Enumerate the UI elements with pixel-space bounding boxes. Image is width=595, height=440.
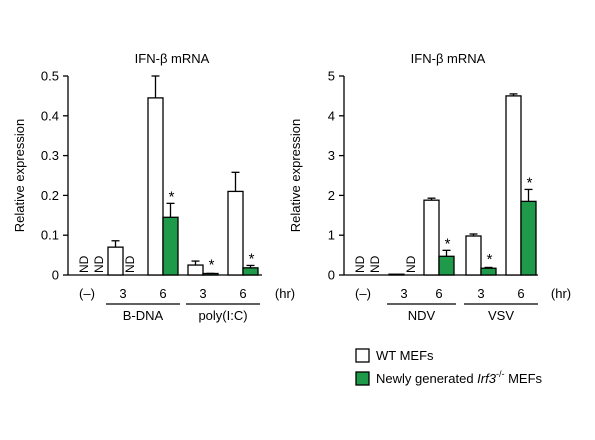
y-tick-label: 4: [328, 108, 335, 123]
significance-star: *: [209, 257, 215, 274]
significance-star: *: [445, 235, 451, 252]
control-label: (–): [79, 286, 95, 301]
y-tick-label: 0.3: [41, 148, 59, 163]
y-axis-label: Relative expression: [12, 119, 27, 232]
legend-label-ko: Newly generated Irf3-/- MEFs: [376, 369, 543, 386]
legend-ko-prefix: Newly generated: [376, 371, 477, 386]
control-label: (–): [355, 286, 371, 301]
bar-wt: [227, 190, 244, 276]
nd-label-ko: ND: [404, 255, 418, 273]
legend: WT MEFs Newly generated Irf3-/- MEFs: [355, 348, 543, 386]
time-label: 6: [435, 286, 442, 301]
bar-wt: [388, 273, 405, 276]
y-tick-label: 0.1: [41, 228, 59, 243]
bar-ko: [438, 255, 455, 276]
bar-ko: [480, 267, 497, 276]
time-label: 3: [400, 286, 407, 301]
bar-wt: [465, 235, 482, 276]
bar-wt: [187, 264, 204, 276]
time-label: 6: [517, 286, 524, 301]
y-axis-label: Relative expression: [288, 119, 303, 232]
time-label: 3: [477, 286, 484, 301]
y-tick-label: 0.5: [41, 69, 59, 84]
y-tick-label: 0.4: [41, 108, 59, 123]
group-label: poly(I:C): [198, 308, 247, 323]
bar-wt: [505, 95, 522, 276]
y-tick-label: 5: [328, 69, 335, 84]
legend-ko-suffix: MEFs: [504, 371, 542, 386]
bar-ko: [162, 216, 179, 276]
significance-star: *: [487, 251, 493, 268]
bar-wt: [423, 199, 440, 276]
y-tick-label: 0: [328, 268, 335, 283]
bar-wt: [107, 246, 124, 276]
nd-label-wt: ND: [353, 255, 367, 273]
significance-star: *: [249, 250, 255, 267]
bar-ko: [242, 267, 259, 276]
legend-label-wt: WT MEFs: [376, 348, 434, 363]
y-tick-label: 3: [328, 148, 335, 163]
time-label: 3: [199, 286, 206, 301]
group-label: VSV: [488, 308, 514, 323]
y-tick-label: 1: [328, 228, 335, 243]
chart-title: IFN-β mRNA: [135, 51, 210, 66]
bar-wt: [147, 97, 164, 276]
legend-swatch-ko: [355, 371, 370, 386]
significance-star: *: [169, 188, 175, 205]
nd-label-ko: ND: [368, 255, 382, 273]
x-unit-label: (hr): [275, 286, 295, 301]
y-tick-label: 0: [52, 268, 59, 283]
chart-title: IFN-β mRNA: [411, 51, 486, 66]
nd-label-ko: ND: [92, 255, 106, 273]
group-label: NDV: [408, 308, 436, 323]
time-label: 3: [119, 286, 126, 301]
y-tick-label: 0.2: [41, 188, 59, 203]
x-unit-label: (hr): [551, 286, 571, 301]
significance-star: *: [527, 174, 533, 191]
legend-swatch-wt: [355, 348, 370, 363]
group-label: B-DNA: [123, 308, 164, 323]
bar-ko: [520, 200, 537, 276]
nd-label-ko: ND: [123, 255, 137, 273]
legend-ko-sup: -/-: [496, 369, 505, 379]
legend-ko-gene: Irf3: [477, 371, 497, 386]
chart-panel-left: IFN-β mRNA Relative expression 0 0.1 0.2 0.3 0…: [12, 51, 295, 323]
time-label: 6: [159, 286, 166, 301]
time-label: 6: [239, 286, 246, 301]
nd-label-wt: ND: [77, 255, 91, 273]
y-tick-label: 2: [328, 188, 335, 203]
